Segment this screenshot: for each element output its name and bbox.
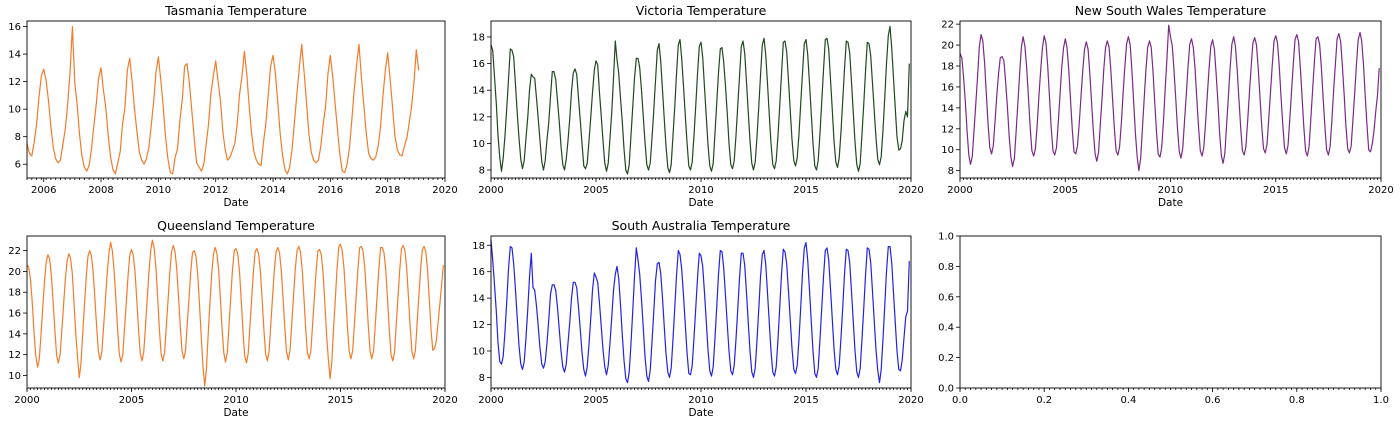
- x-tick-label: 2000: [14, 395, 39, 406]
- y-tick-label: 16: [8, 309, 21, 320]
- chart-title: Victoria Temperature: [636, 3, 767, 18]
- x-tick-label: 0.2: [1036, 395, 1052, 406]
- x-tick-label: 2015: [1263, 185, 1288, 196]
- y-tick-label: 10: [472, 139, 485, 150]
- x-tick-label: 2000: [478, 185, 503, 196]
- y-tick-label: 8: [479, 373, 485, 384]
- x-tick-label: 2014: [260, 185, 285, 196]
- x-tick-label: 2010: [223, 395, 248, 406]
- panel-tasmania: Tasmania Temperature 2006 2008 2010 2012 2014…: [8, 3, 457, 209]
- x-tick-label: 2005: [119, 395, 144, 406]
- y-tick-label: 0.4: [938, 323, 954, 334]
- y-tick-label: 12: [472, 320, 485, 331]
- x-tick-label: 2020: [432, 395, 457, 406]
- panel-south-australia: South Australia Temperature 2000 2005 2010 2…: [472, 218, 923, 419]
- x-tick-label: 2008: [88, 185, 113, 196]
- x-tick-label: 2015: [793, 185, 818, 196]
- x-tick-label: 2016: [318, 185, 343, 196]
- y-tick-label: 10: [8, 105, 21, 116]
- x-tick-label: 2005: [1053, 185, 1078, 196]
- x-tick-label: 2010: [688, 395, 713, 406]
- y-tick-label: 14: [941, 103, 954, 114]
- y-tick-label: 22: [941, 20, 954, 31]
- x-tick-label: 2015: [328, 395, 353, 406]
- x-tick-label: 0.0: [952, 395, 968, 406]
- y-tick-label: 18: [472, 241, 485, 252]
- y-tick-label: 0.8: [938, 262, 954, 273]
- chart-title: South Australia Temperature: [612, 218, 791, 233]
- y-tick-label: 12: [8, 77, 21, 88]
- y-tick-label: 10: [8, 371, 21, 382]
- x-axis-label: Date: [1158, 197, 1183, 209]
- x-tick-label: 0.4: [1120, 395, 1136, 406]
- y-tick-label: 10: [472, 346, 485, 357]
- y-tick-label: 14: [8, 50, 21, 61]
- chart-title: New South Wales Temperature: [1075, 3, 1267, 18]
- x-axis-label: Date: [688, 197, 713, 209]
- x-tick-label: 2020: [898, 185, 923, 196]
- x-tick-label: 2010: [1158, 185, 1183, 196]
- x-tick-label: 2005: [583, 185, 608, 196]
- y-tick-label: 14: [472, 86, 485, 97]
- x-tick-label: 2018: [375, 185, 400, 196]
- x-tick-label: 0.6: [1205, 395, 1221, 406]
- y-tick-label: 16: [472, 59, 485, 70]
- plot-frame: [960, 21, 1381, 178]
- x-tick-label: 2000: [478, 395, 503, 406]
- y-tick-label: 16: [941, 82, 954, 93]
- chart-title: Tasmania Temperature: [164, 3, 307, 18]
- y-tick-label: 14: [472, 294, 485, 305]
- plot-frame: [960, 236, 1381, 388]
- x-tick-label: 0.8: [1289, 395, 1305, 406]
- y-tick-label: 12: [472, 112, 485, 123]
- y-tick-label: 18: [472, 32, 485, 43]
- x-tick-label: 2020: [898, 395, 923, 406]
- x-tick-label: 2000: [947, 185, 972, 196]
- plot-frame: [27, 236, 445, 388]
- x-tick-label: 2010: [688, 185, 713, 196]
- x-tick-label: 2020: [432, 185, 457, 196]
- x-tick-label: 2012: [203, 185, 228, 196]
- x-tick-label: 2015: [793, 395, 818, 406]
- y-tick-label: 10: [941, 145, 954, 156]
- x-axis-label: Date: [688, 407, 713, 419]
- series-line: [960, 25, 1379, 171]
- y-tick-label: 8: [15, 132, 21, 143]
- y-tick-label: 20: [8, 267, 21, 278]
- y-tick-label: 14: [8, 329, 21, 340]
- y-tick-label: 16: [8, 22, 21, 33]
- chart-title: Queensland Temperature: [157, 218, 315, 233]
- y-tick-label: 8: [948, 166, 954, 177]
- y-tick-label: 8: [479, 166, 485, 177]
- y-tick-label: 22: [8, 246, 21, 257]
- panel-empty: 0.0 0.2 0.4 0.6 0.8 1.0 0.0 0.2 0.4 0.6 0.8 1.0: [938, 232, 1389, 407]
- series-line: [27, 240, 443, 386]
- series-line: [27, 27, 419, 174]
- y-tick-label: 6: [15, 160, 21, 171]
- y-tick-label: 1.0: [938, 232, 954, 243]
- x-tick-label: 2005: [583, 395, 608, 406]
- y-tick-label: 16: [472, 267, 485, 278]
- y-tick-label: 18: [8, 288, 21, 299]
- x-tick-label: 2006: [31, 185, 56, 196]
- x-axis-label: Date: [223, 407, 248, 419]
- panel-victoria: Victoria Temperature 2000 2005 2010 2015 2020…: [472, 3, 923, 209]
- x-tick-label: 2010: [146, 185, 171, 196]
- y-tick-label: 12: [8, 350, 21, 361]
- y-tick-label: 18: [941, 62, 954, 73]
- series-line: [491, 240, 909, 383]
- x-tick-label: 1.0: [1373, 395, 1389, 406]
- y-tick-label: 0.2: [938, 353, 954, 364]
- y-tick-label: 20: [941, 41, 954, 52]
- y-tick-label: 0.6: [938, 292, 954, 303]
- x-axis-label: Date: [223, 197, 248, 209]
- series-line: [491, 26, 909, 174]
- y-tick-label: 12: [941, 124, 954, 135]
- y-tick-label: 0.0: [938, 384, 954, 395]
- x-tick-label: 2020: [1368, 185, 1393, 196]
